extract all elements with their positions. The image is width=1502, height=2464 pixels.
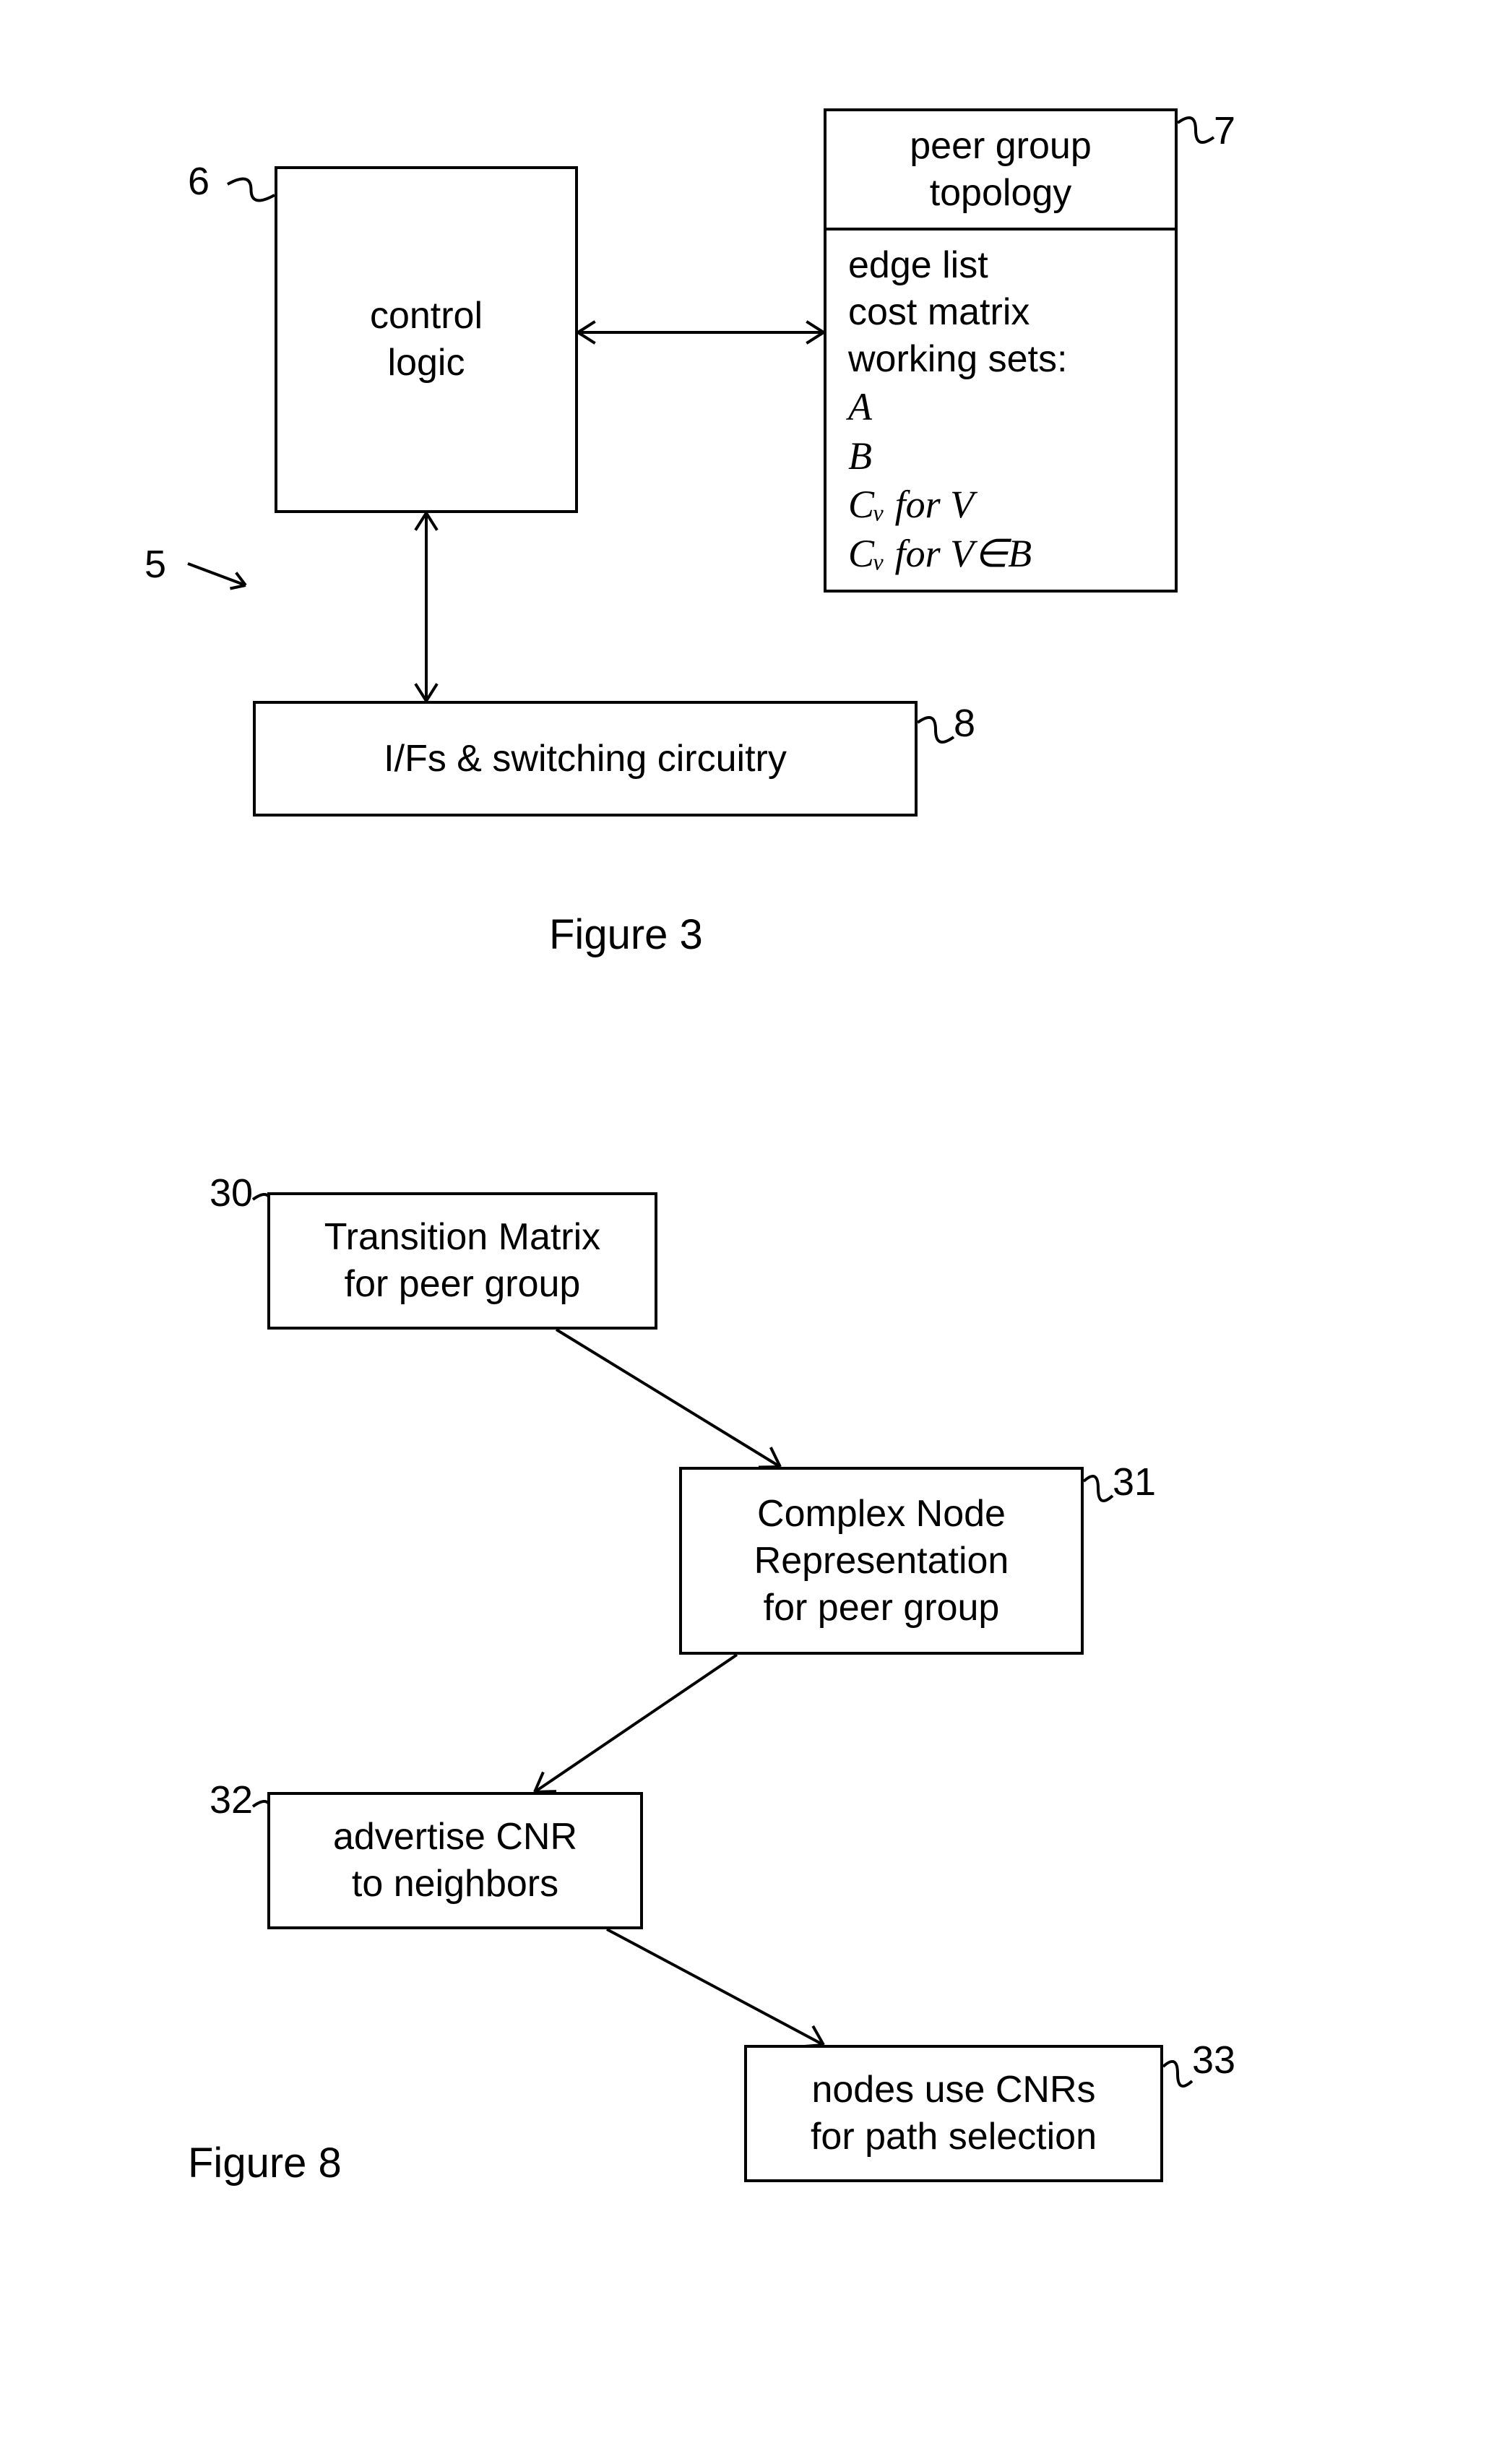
b30-line2: for peer group (345, 1261, 581, 1308)
mem-math-B: B (848, 432, 1067, 481)
figure-8: Transition Matrix for peer group Complex… (87, 1142, 1387, 2262)
transition-matrix-box: Transition Matrix for peer group (267, 1192, 657, 1330)
ref-32: 32 (210, 1778, 253, 1822)
mem-math-Cv-VinB: Cᵥ for V∈B (848, 530, 1067, 579)
nodes-use-cnrs-box: nodes use CNRs for path selection (744, 2045, 1163, 2182)
memory-body: edge list cost matrix working sets: A B … (826, 231, 1089, 590)
b30-line1: Transition Matrix (324, 1214, 600, 1261)
mem-item-cost-matrix: cost matrix (848, 289, 1067, 336)
memory-title-line2: topology (930, 170, 1072, 217)
b33-line2: for path selection (811, 2114, 1097, 2161)
advertise-cnr-box: advertise CNR to neighbors (267, 1792, 643, 1929)
figure-3: control logic peer group topology edge l… (87, 58, 1387, 997)
figure-3-caption: Figure 3 (549, 910, 703, 959)
ref-6: 6 (188, 159, 210, 204)
control-logic-line2: logic (388, 340, 465, 387)
interfaces-text: I/Fs & switching circuitry (384, 736, 787, 783)
memory-title: peer group topology (826, 111, 1175, 231)
ref-7: 7 (1214, 108, 1235, 153)
complex-node-box: Complex Node Representation for peer gro… (679, 1467, 1084, 1655)
interfaces-box: I/Fs & switching circuitry (253, 701, 918, 817)
b31-line1: Complex Node (757, 1491, 1006, 1538)
memory-box: peer group topology edge list cost matri… (824, 108, 1178, 593)
control-logic-line1: control (370, 293, 483, 340)
memory-title-line1: peer group (910, 123, 1092, 170)
figure-8-caption: Figure 8 (188, 2139, 342, 2187)
mem-item-edge-list: edge list (848, 242, 1067, 289)
mem-math-Cv-V: Cᵥ for V (848, 481, 1067, 530)
ref-33: 33 (1192, 2038, 1235, 2082)
ref-31: 31 (1113, 1460, 1156, 1504)
b31-line2: Representation (754, 1538, 1009, 1585)
control-logic-box: control logic (275, 166, 578, 513)
mem-math-A: A (848, 383, 1067, 432)
ref-8: 8 (954, 701, 975, 746)
ref-30: 30 (210, 1171, 253, 1215)
ref-5: 5 (144, 542, 166, 587)
b31-line3: for peer group (764, 1585, 1000, 1632)
mem-item-working-sets: working sets: (848, 336, 1067, 383)
b32-line1: advertise CNR (333, 1814, 577, 1861)
b33-line1: nodes use CNRs (811, 2067, 1095, 2114)
b32-line2: to neighbors (352, 1861, 558, 1908)
